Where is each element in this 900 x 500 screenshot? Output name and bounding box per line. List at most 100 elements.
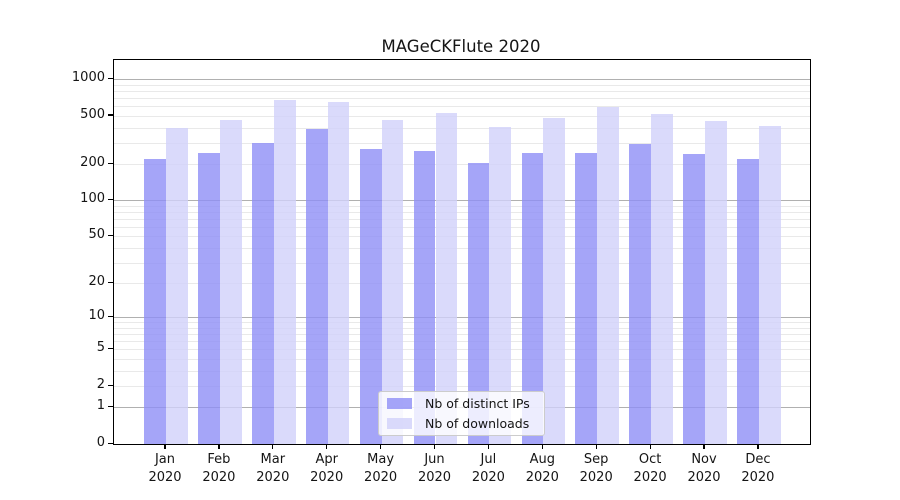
bar-distinct-ips	[467, 162, 490, 444]
major-gridline	[114, 317, 810, 319]
x-tick	[649, 444, 651, 449]
x-tick	[703, 444, 705, 449]
minor-gridline	[114, 359, 810, 360]
minor-gridline	[114, 262, 810, 264]
minor-gridline	[114, 205, 810, 207]
bar-downloads	[435, 112, 458, 444]
x-tick	[218, 444, 220, 449]
y-tick	[108, 162, 113, 164]
legend-swatch-distinct-ips	[387, 398, 412, 410]
minor-gridline	[114, 349, 810, 351]
legend-label-downloads: Nb of downloads	[425, 415, 530, 431]
major-gridline	[114, 79, 810, 81]
x-tick-label: May 2020	[364, 452, 398, 485]
bar-distinct-ips	[683, 154, 705, 444]
minor-gridline	[114, 218, 810, 220]
x-tick-label: Dec 2020	[741, 452, 775, 485]
x-tick	[433, 444, 436, 449]
x-tick-label: Aug 2020	[525, 452, 559, 485]
bar-downloads	[543, 118, 566, 444]
legend-label-distinct-ips: Nb of distinct IPs	[425, 396, 530, 412]
x-tick-label: Apr 2020	[310, 452, 344, 485]
bar-distinct-ips	[144, 159, 166, 444]
plot-canvas	[114, 60, 810, 444]
bar-distinct-ips	[198, 153, 220, 444]
minor-gridline	[114, 106, 810, 108]
y-tick-label: 2	[96, 377, 105, 392]
x-tick	[541, 444, 543, 449]
bar-distinct-ips	[359, 148, 382, 444]
x-tick	[272, 444, 274, 449]
bar-downloads	[219, 119, 242, 444]
legend-row-downloads: Nb of downloads	[387, 416, 536, 432]
x-tick	[164, 444, 166, 449]
x-tick	[595, 444, 597, 449]
x-tick	[757, 444, 759, 449]
minor-gridline	[114, 341, 810, 343]
x-tick	[326, 444, 328, 449]
y-tick	[108, 384, 113, 386]
minor-gridline	[114, 334, 810, 336]
minor-gridline	[114, 115, 810, 117]
y-tick-label: 10	[88, 308, 105, 324]
bar-distinct-ips	[521, 152, 544, 444]
y-tick	[108, 405, 113, 408]
bar-downloads	[166, 128, 188, 444]
bar-downloads	[381, 119, 404, 444]
minor-gridline	[114, 84, 810, 86]
x-tick-label: Oct 2020	[633, 452, 667, 485]
minor-gridline	[114, 322, 810, 324]
x-tick-label: Sep 2020	[579, 452, 613, 485]
minor-gridline	[114, 283, 810, 285]
bar-downloads	[651, 113, 673, 444]
x-tick-label: Nov 2020	[687, 452, 721, 485]
bar-downloads	[705, 121, 727, 444]
y-tick-label: 100	[80, 191, 105, 207]
x-tick-label: Jun 2020	[417, 452, 452, 485]
x-tick	[487, 444, 490, 449]
y-tick-label: 200	[80, 155, 105, 170]
x-tick-label: Jan 2020	[148, 452, 182, 485]
major-gridline	[114, 200, 810, 202]
legend-swatch-downloads	[387, 417, 412, 429]
y-tick	[108, 442, 113, 444]
x-tick-label: Mar 2020	[256, 452, 290, 485]
y-tick-label: 50	[88, 227, 105, 243]
minor-gridline	[114, 386, 810, 387]
bar-distinct-ips	[305, 129, 328, 444]
x-tick-label: Jul 2020	[471, 452, 505, 485]
bar-downloads	[273, 100, 296, 444]
chart-title: MAGeCKFlute 2020	[381, 37, 541, 56]
bar-downloads	[489, 127, 512, 444]
y-tick	[108, 281, 113, 284]
y-tick	[108, 198, 113, 201]
minor-gridline	[114, 127, 810, 129]
bar-distinct-ips	[629, 143, 652, 444]
y-tick	[108, 114, 113, 116]
y-tick-label: 1000	[71, 70, 105, 86]
bar-distinct-ips	[737, 159, 759, 444]
bar-distinct-ips	[252, 142, 274, 444]
minor-gridline	[114, 236, 810, 238]
minor-gridline	[114, 98, 810, 99]
legend: Nb of distinct IPs Nb of downloads	[378, 391, 545, 436]
x-tick-label: Feb 2020	[202, 452, 236, 485]
y-tick-label: 5	[96, 340, 105, 356]
y-tick	[108, 234, 113, 237]
y-tick	[108, 347, 113, 350]
y-tick	[108, 315, 113, 318]
y-tick-label: 1	[96, 398, 105, 414]
minor-gridline	[114, 247, 810, 249]
minor-gridline	[114, 328, 810, 329]
y-tick-label: 0	[96, 435, 105, 450]
minor-gridline	[114, 227, 810, 228]
minor-gridline	[114, 142, 810, 144]
y-tick-label: 20	[88, 274, 105, 290]
minor-gridline	[114, 212, 810, 213]
x-tick	[380, 444, 382, 449]
minor-gridline	[114, 370, 810, 372]
minor-gridline	[114, 164, 810, 165]
bar-downloads	[327, 102, 350, 444]
legend-row-distinct-ips: Nb of distinct IPs	[387, 396, 536, 412]
